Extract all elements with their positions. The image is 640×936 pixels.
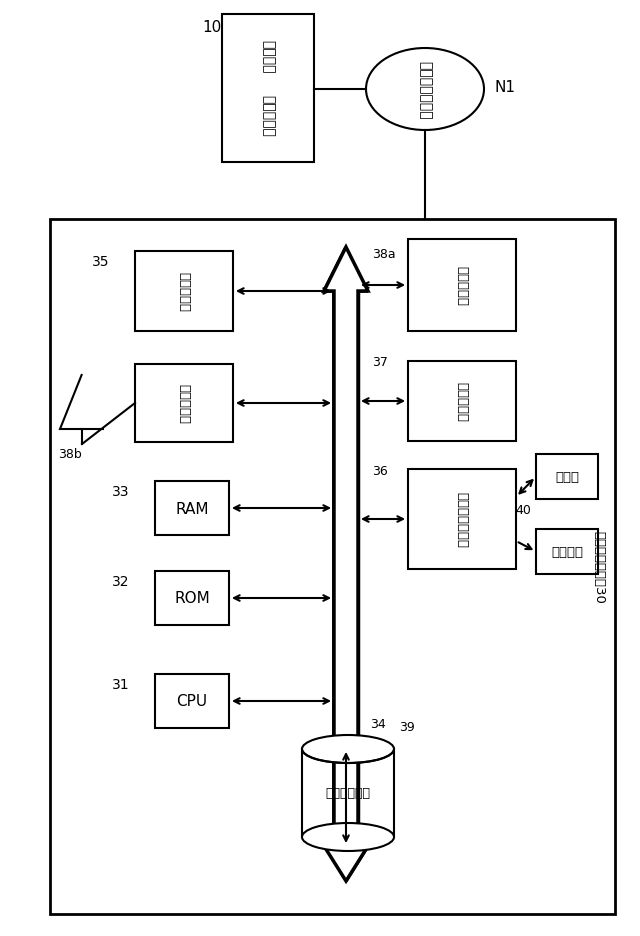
Bar	[408, 361, 516, 442]
Text: 通信制御部: 通信制御部	[456, 382, 468, 421]
Bar	[222, 15, 314, 163]
Bar	[50, 220, 615, 914]
Text: 音声変換処理部: 音声変換処理部	[456, 491, 468, 548]
Text: 38b: 38b	[58, 448, 82, 461]
Text: 通信処理部: 通信処理部	[456, 266, 468, 306]
Bar	[155, 674, 229, 728]
Text: マイク: マイク	[555, 471, 579, 484]
Bar	[536, 455, 598, 500]
Text: 市場取引: 市場取引	[261, 39, 275, 73]
Polygon shape	[324, 248, 368, 881]
Bar	[408, 470, 516, 569]
Text: スピーカ: スピーカ	[551, 546, 583, 559]
Text: 31: 31	[112, 678, 130, 692]
Bar	[536, 530, 598, 575]
Bar	[135, 365, 233, 443]
Bar	[408, 240, 516, 331]
Text: 10: 10	[202, 21, 221, 36]
Ellipse shape	[302, 735, 394, 763]
Text: N1: N1	[494, 80, 515, 95]
Text: 36: 36	[372, 465, 388, 478]
Text: 33: 33	[112, 485, 129, 499]
Text: ユーザ端末装置30: ユーザ端末装置30	[593, 531, 605, 604]
Bar	[302, 749, 394, 837]
Text: 無線送信部: 無線送信部	[177, 384, 191, 424]
Text: 39: 39	[399, 721, 415, 734]
Text: 35: 35	[92, 255, 109, 269]
Text: 40: 40	[515, 503, 531, 516]
Text: 液晶表示部: 液晶表示部	[177, 271, 191, 312]
Ellipse shape	[366, 49, 484, 131]
Text: ROM: ROM	[174, 591, 210, 606]
Text: RAM: RAM	[175, 501, 209, 516]
Text: 支援サーバ: 支援サーバ	[261, 95, 275, 137]
Text: 32: 32	[112, 575, 129, 589]
Ellipse shape	[302, 823, 394, 851]
Text: 34: 34	[370, 718, 386, 731]
Bar	[155, 481, 229, 535]
Text: 37: 37	[372, 356, 388, 369]
Text: 38a: 38a	[372, 248, 396, 261]
Text: データ記憶部: データ記憶部	[326, 786, 371, 799]
Bar	[135, 252, 233, 331]
Bar	[155, 571, 229, 625]
Text: インターネット: インターネット	[418, 61, 432, 119]
Text: CPU: CPU	[177, 694, 207, 709]
